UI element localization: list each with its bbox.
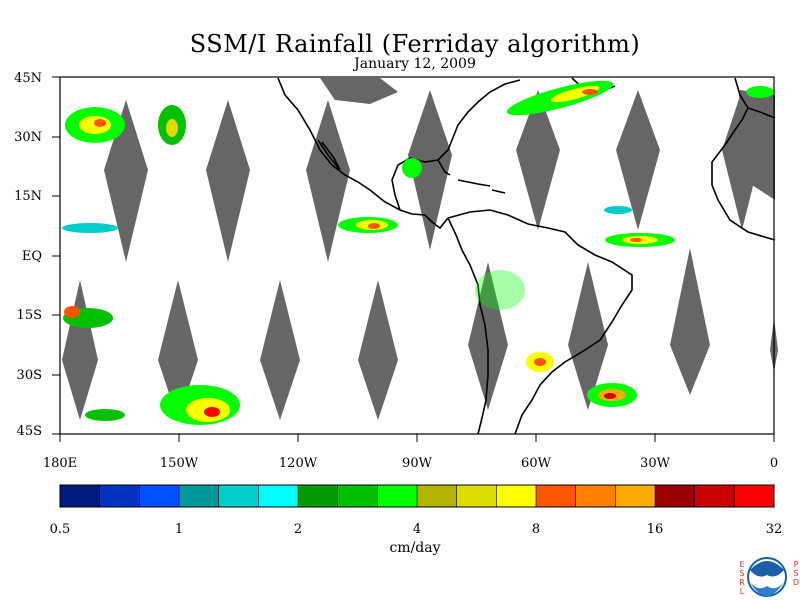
swath xyxy=(306,100,350,262)
colorbar-tick: 8 xyxy=(531,522,541,537)
swath xyxy=(516,90,560,230)
colorbar-tick: 16 xyxy=(646,522,664,537)
colorbar-swatch xyxy=(734,485,775,507)
lon-label: 0 xyxy=(769,456,779,471)
colorbar-swatch xyxy=(139,485,180,507)
lat-label: 45S xyxy=(16,424,42,439)
colorbar-swatch xyxy=(536,485,577,507)
colorbar-tick: 4 xyxy=(412,522,422,537)
colorbar-swatch xyxy=(60,485,101,507)
rain-patches xyxy=(62,80,774,425)
axis-ticks xyxy=(52,76,775,442)
colorbar-swatch xyxy=(615,485,656,507)
colorbar-swatch xyxy=(655,485,696,507)
colorbar-swatch xyxy=(417,485,458,507)
lat-label: 30N xyxy=(14,130,42,145)
swath xyxy=(158,280,198,420)
colorbar-swatch xyxy=(694,485,735,507)
colorbar-tick: 1 xyxy=(174,522,184,537)
lon-label: 120W xyxy=(278,456,318,471)
colorbar xyxy=(59,484,775,508)
colorbar-swatch xyxy=(218,485,259,507)
swath xyxy=(104,100,148,262)
colorbar-swatch xyxy=(496,485,537,507)
lat-label: EQ xyxy=(21,249,42,264)
swath xyxy=(735,90,775,200)
missing-data-swaths xyxy=(62,78,778,420)
swath xyxy=(358,280,398,420)
swath xyxy=(260,280,300,420)
coastlines xyxy=(277,77,776,435)
swath xyxy=(62,280,98,420)
colorbar-tick: 0.5 xyxy=(49,522,71,537)
lon-label: 150W xyxy=(159,456,199,471)
colorbar-swatch xyxy=(99,485,140,507)
swath xyxy=(670,248,710,395)
swath xyxy=(206,100,250,262)
swath xyxy=(408,90,452,250)
lon-label: 30W xyxy=(640,456,670,471)
colorbar-swatch xyxy=(179,485,220,507)
lon-label: 90W xyxy=(402,456,432,471)
lat-label: 45N xyxy=(14,71,42,86)
colorbar-unit-label: cm/day xyxy=(389,540,441,556)
lat-label: 15S xyxy=(16,308,42,323)
swath xyxy=(468,262,508,410)
lat-label: 30S xyxy=(16,368,42,383)
lon-label: 60W xyxy=(521,456,551,471)
colorbar-swatch xyxy=(337,485,378,507)
colorbar-swatch xyxy=(258,485,299,507)
colorbar-swatch xyxy=(456,485,497,507)
colorbar-swatch xyxy=(298,485,339,507)
lon-label: 180E xyxy=(42,456,78,471)
swath xyxy=(616,90,660,230)
colorbar-tick: 2 xyxy=(293,522,303,537)
map-date: January 12, 2009 xyxy=(354,56,476,72)
colorbar-tick: 32 xyxy=(765,522,783,537)
swath xyxy=(320,78,398,104)
swath xyxy=(568,262,608,410)
map-title: SSM/I Rainfall (Ferriday algorithm) xyxy=(189,30,641,58)
colorbar-swatch xyxy=(377,485,418,507)
map-area xyxy=(52,76,778,442)
colorbar-swatch xyxy=(575,485,616,507)
lat-label: 15N xyxy=(14,189,42,204)
